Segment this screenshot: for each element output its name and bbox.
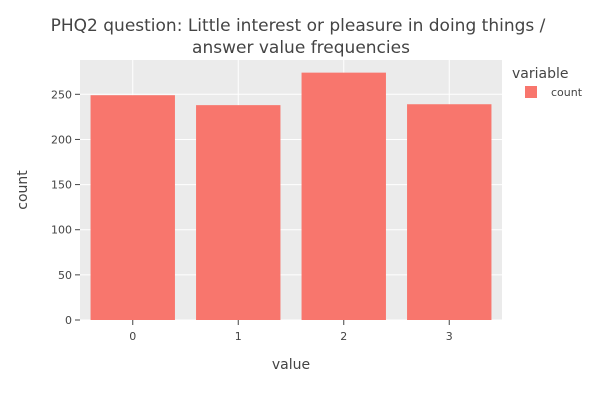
x-tick-label-1: 1 (235, 330, 242, 343)
chart-title-line-1: PHQ2 question: Little interest or pleasu… (51, 16, 546, 36)
chart-title-line-2: answer value frequencies (192, 38, 410, 58)
bar-0 (90, 95, 175, 320)
x-axis-title: value (272, 357, 310, 373)
y-tick-label-250: 250 (51, 88, 72, 101)
bars (90, 72, 492, 320)
y-tick-label-0: 0 (65, 314, 72, 327)
y-tick-label-100: 100 (51, 224, 72, 237)
legend-label-count: count (551, 86, 583, 99)
bar-3 (407, 104, 492, 320)
y-axis-ticks: 0 50 100 150 200 250 (51, 88, 80, 327)
x-axis-ticks: 0 1 2 3 (129, 320, 453, 343)
x-tick-label-3: 3 (446, 330, 453, 343)
y-tick-label-150: 150 (51, 179, 72, 192)
x-tick-label-2: 2 (340, 330, 347, 343)
y-tick-label-200: 200 (51, 133, 72, 146)
bar-2 (301, 72, 386, 320)
y-axis-title: count (15, 170, 31, 210)
bar-1 (196, 105, 281, 320)
legend-swatch-count (525, 86, 537, 98)
y-tick-label-50: 50 (58, 269, 72, 282)
legend-title: variable (512, 66, 568, 82)
x-tick-label-0: 0 (129, 330, 136, 343)
legend: variable count (512, 66, 583, 99)
